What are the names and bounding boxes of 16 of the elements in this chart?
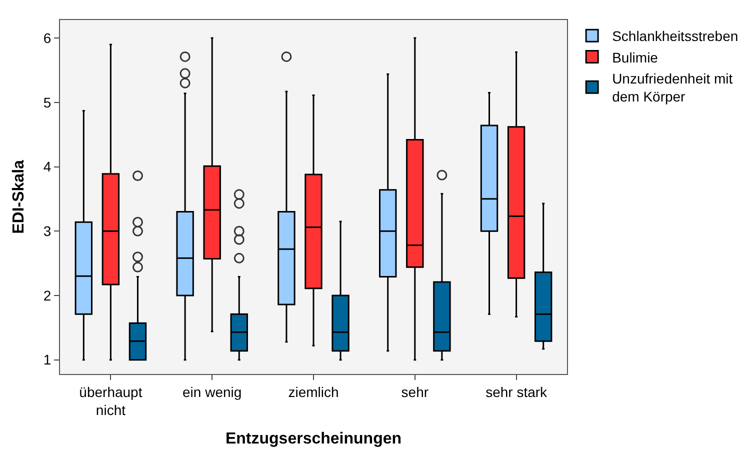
x-tick-label: überhaupt nicht: [79, 384, 142, 418]
x-axis-title: Entzugserscheinungen: [225, 430, 402, 448]
legend-label: Bulimie: [612, 49, 658, 66]
y-tick-label: 5: [43, 94, 52, 110]
y-tick-label: 6: [43, 30, 52, 46]
y-tick-label: 3: [43, 223, 52, 240]
y-tick-label: 2: [43, 287, 52, 304]
x-tick-label: ein wenig: [182, 384, 242, 400]
legend-label: Unzufriedenheit mit dem Körper: [612, 70, 733, 105]
legend-label: Schlankheitsstreben: [612, 28, 738, 44]
x-tick-label: sehr: [401, 384, 429, 400]
y-tick-label: 4: [43, 158, 52, 175]
x-tick-label: ziemlich: [288, 384, 339, 400]
x-tick-label: sehr stark: [486, 384, 548, 400]
y-axis-title: EDI-Skala: [10, 160, 28, 234]
y-tick-label: 1: [43, 352, 52, 368]
